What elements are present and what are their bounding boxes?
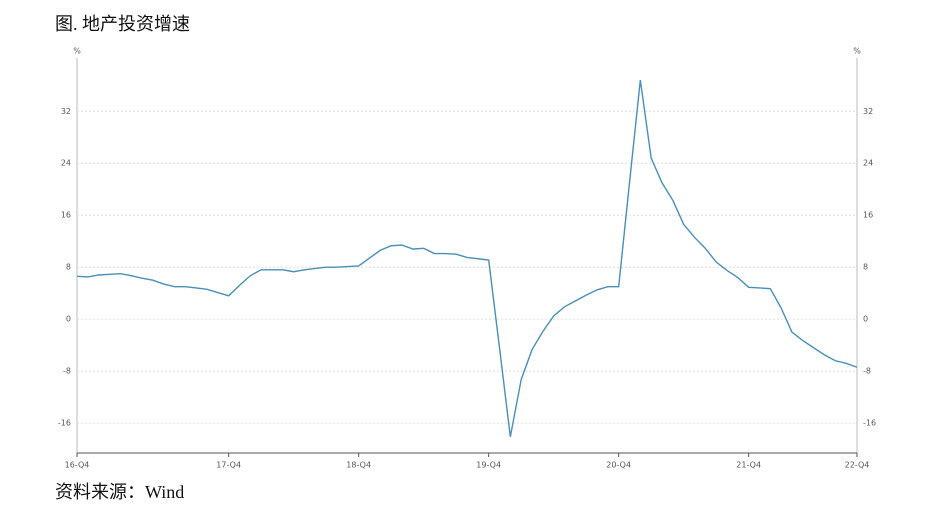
- y2-tick-label: 0: [863, 315, 868, 324]
- y-tick-label: 16: [61, 211, 71, 220]
- y-tick-label: 0: [66, 315, 71, 324]
- y2-tick-label: 24: [863, 159, 873, 168]
- y2-tick-label: 16: [863, 211, 873, 220]
- data-line: [76, 79, 858, 437]
- y-tick-label: 32: [61, 107, 71, 116]
- y-tick-label: -8: [63, 367, 71, 376]
- source-note: 资料来源：Wind: [55, 482, 184, 502]
- y2-tick-label: 8: [863, 263, 868, 272]
- x-tick-label: 17-Q4: [216, 461, 241, 470]
- y-tick-label: -16: [58, 419, 71, 428]
- chart-title: 图. 地产投资增速: [55, 14, 190, 34]
- x-tick-label: 22-Q4: [845, 461, 870, 470]
- x-tick-label: 19-Q4: [476, 461, 501, 470]
- y-unit-right: %: [853, 47, 861, 56]
- x-tick-label: 20-Q4: [606, 461, 631, 470]
- y-tick-label: 24: [61, 159, 71, 168]
- x-tick-label: 18-Q4: [346, 461, 371, 470]
- x-tick-label: 21-Q4: [736, 461, 761, 470]
- y-unit: %: [73, 47, 81, 56]
- y2-tick-label: -8: [863, 367, 871, 376]
- x-tick-label: 16-Q4: [65, 461, 90, 470]
- y2-tick-label: -16: [863, 419, 876, 428]
- y-tick-label: 8: [66, 263, 71, 272]
- y2-tick-label: 32: [863, 107, 873, 116]
